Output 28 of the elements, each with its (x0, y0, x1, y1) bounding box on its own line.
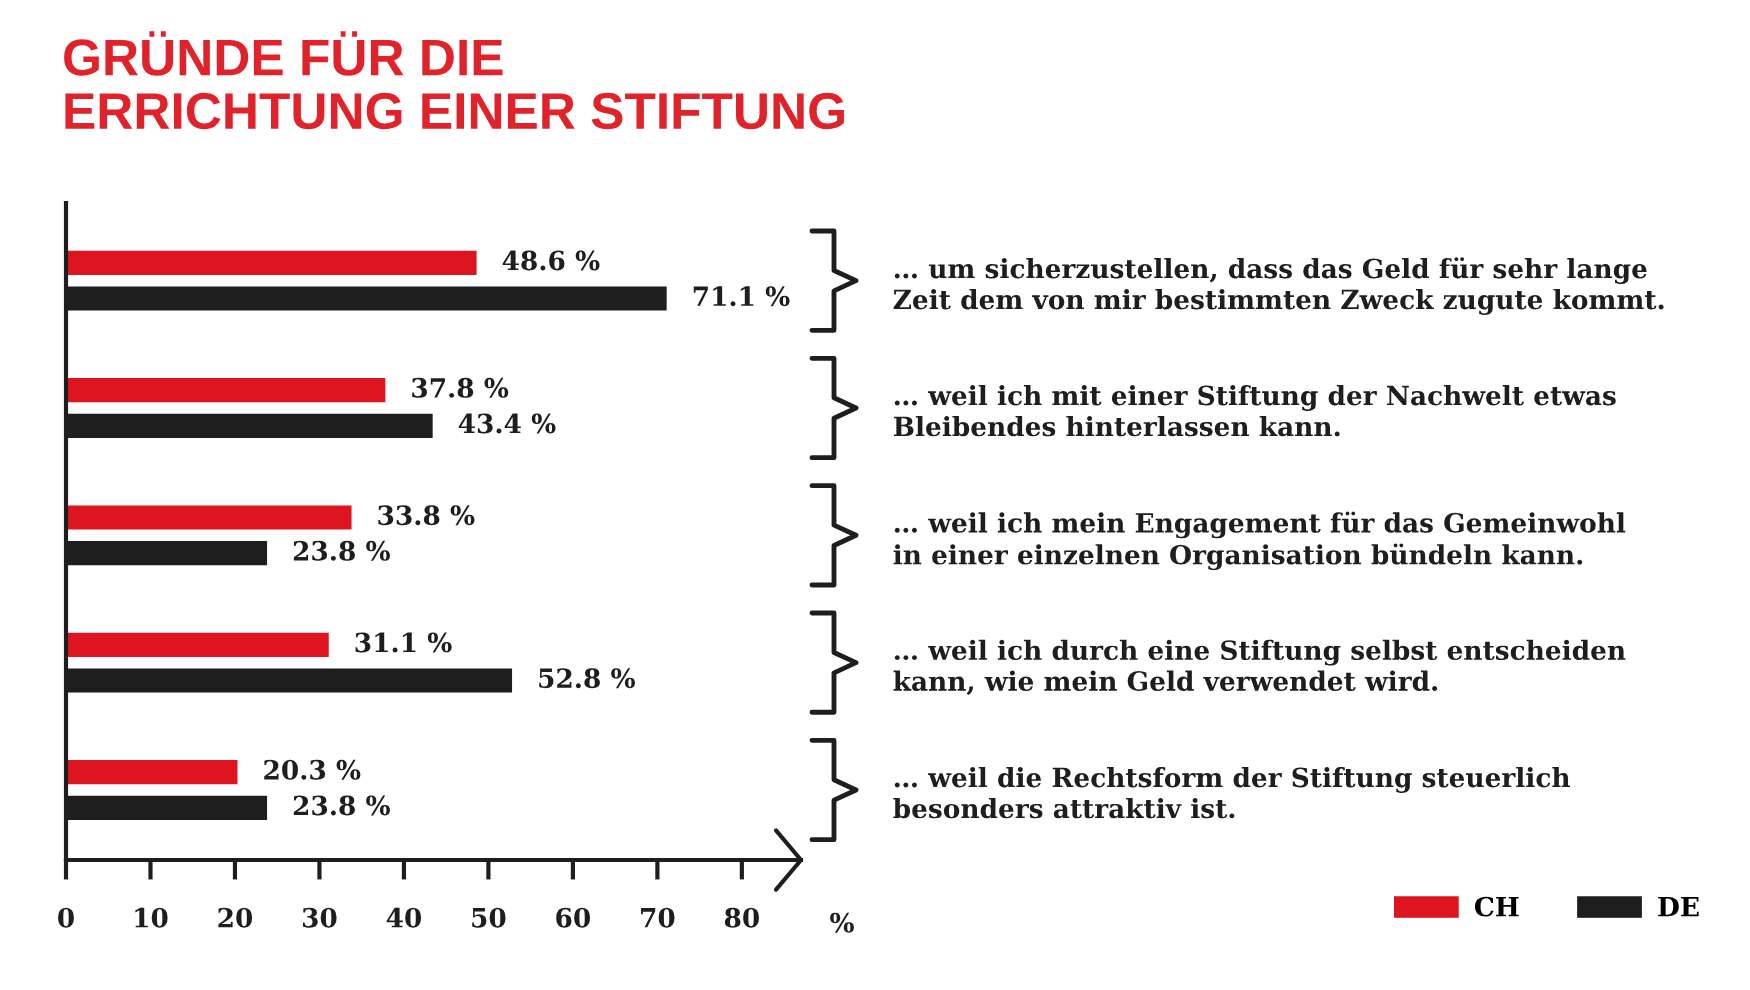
data-label: 52.8 % (539, 668, 635, 689)
x-axis-title: % (830, 912, 854, 933)
x-tick-label: 10 (135, 907, 168, 928)
data-label: 31.1 % (355, 632, 452, 653)
data-label: 71.1 % (693, 286, 790, 307)
data-label: 37.8 % (412, 377, 509, 398)
data-label: 20.3 % (264, 759, 361, 780)
y-tick-label: … um sicherzustellen, dass das Geld für sehr lange Zeit dem von mir bestimmten Zweck zugute kommt. (893, 257, 1664, 315)
data-label: 48.6 % (502, 250, 600, 271)
chart-title: GRÜNDE FÜR DIE ERRICHTUNG EINER STIFTUNG (64, 31, 844, 130)
x-tick-label: 40 (386, 907, 422, 928)
data-label: 43.4 % (458, 413, 556, 434)
y-tick-label: … weil ich durch eine Stiftung selbst entscheiden kann, wie mein Geld verwendet wird. (893, 639, 1626, 695)
data-label: 23.8 % (293, 540, 390, 561)
y-tick-label: … weil die Rechtsform der Stiftung steuerlich besonders attraktiv ist. (893, 766, 1570, 819)
x-tick-label: 0 (58, 907, 74, 928)
y-tick-label: … weil ich mein Engagement für das Gemeinwohl in einer einzelnen Organisation bündeln kann. (893, 511, 1626, 571)
x-tick-label: 60 (556, 907, 591, 928)
x-tick-label: 70 (641, 907, 675, 928)
data-label: 23.8 % (293, 795, 390, 816)
y-tick-label: … weil ich mit einer Stiftung der Nachwelt etwas Bleibendes hinterlassen kann. (893, 385, 1616, 437)
x-tick-label: 30 (302, 907, 337, 928)
legend-label: DE (1658, 896, 1699, 917)
x-tick-label: 20 (218, 907, 253, 928)
x-tick-label: 50 (472, 907, 506, 928)
legend-label: CH (1474, 896, 1519, 917)
data-label: 33.8 % (378, 505, 475, 526)
x-tick-label: 80 (724, 907, 759, 928)
